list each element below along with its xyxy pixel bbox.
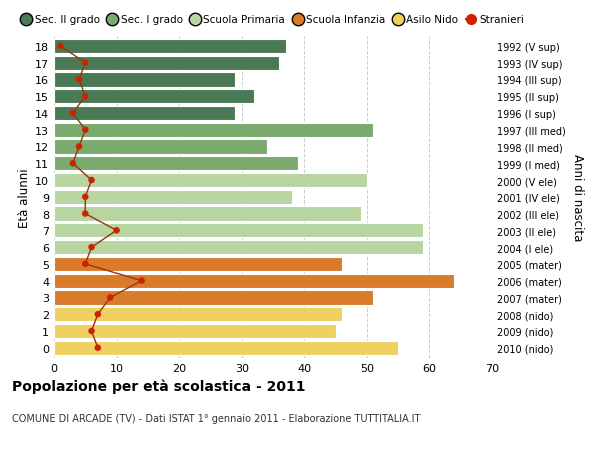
Point — [93, 311, 103, 318]
Point — [80, 93, 90, 101]
Bar — [54, 241, 423, 255]
Bar — [54, 324, 335, 338]
Bar — [54, 224, 423, 238]
Bar — [54, 39, 286, 54]
Point — [80, 127, 90, 134]
Bar — [54, 123, 373, 138]
Point — [80, 261, 90, 268]
Point — [68, 110, 77, 118]
Point — [87, 328, 97, 335]
Text: COMUNE DI ARCADE (TV) - Dati ISTAT 1° gennaio 2011 - Elaborazione TUTTITALIA.IT: COMUNE DI ARCADE (TV) - Dati ISTAT 1° ge… — [12, 413, 421, 423]
Point — [93, 344, 103, 352]
Bar — [54, 90, 254, 104]
Bar — [54, 56, 279, 71]
Point — [80, 194, 90, 201]
Bar — [54, 140, 267, 154]
Bar — [54, 341, 398, 355]
Point — [137, 277, 146, 285]
Point — [80, 210, 90, 218]
Point — [112, 227, 121, 235]
Point — [74, 144, 84, 151]
Bar — [54, 291, 373, 305]
Bar — [54, 308, 342, 322]
Point — [80, 60, 90, 67]
Bar — [54, 73, 235, 87]
Legend: Sec. II grado, Sec. I grado, Scuola Primaria, Scuola Infanzia, Asilo Nido, Stran: Sec. II grado, Sec. I grado, Scuola Prim… — [22, 15, 524, 25]
Bar — [54, 207, 361, 221]
Point — [74, 77, 84, 84]
Bar — [54, 190, 292, 204]
Point — [106, 294, 115, 302]
Bar — [54, 106, 235, 121]
Y-axis label: Età alunni: Età alunni — [18, 168, 31, 227]
Point — [87, 177, 97, 185]
Bar — [54, 257, 342, 271]
Point — [68, 160, 77, 168]
Y-axis label: Anni di nascita: Anni di nascita — [571, 154, 584, 241]
Bar — [54, 174, 367, 188]
Point — [55, 43, 65, 50]
Bar — [54, 274, 454, 288]
Text: Popolazione per età scolastica - 2011: Popolazione per età scolastica - 2011 — [12, 379, 305, 393]
Point — [87, 244, 97, 251]
Bar — [54, 157, 298, 171]
